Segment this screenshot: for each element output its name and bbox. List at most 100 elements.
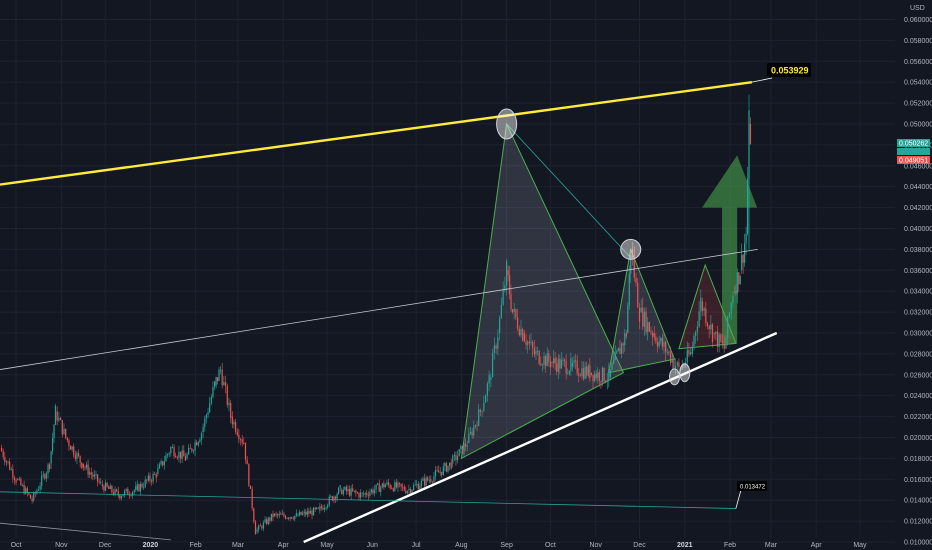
upper-callout[interactable]: 0.053929 <box>767 63 811 77</box>
candle-body <box>300 511 302 515</box>
candle-body <box>341 489 343 495</box>
candle-body <box>455 454 457 461</box>
candlestick-series <box>1 94 752 535</box>
candle-body <box>348 489 351 496</box>
candle-body <box>469 431 472 434</box>
time-tick-label: Apr <box>811 542 823 549</box>
candle-body <box>308 511 310 514</box>
candle-body <box>533 348 535 355</box>
candle-body <box>131 492 134 496</box>
trendline-thin-white[interactable] <box>0 248 758 370</box>
candle-body <box>194 442 196 451</box>
candle-body <box>389 484 391 489</box>
candle-body <box>420 480 423 487</box>
price-tick-label: 0.020000 <box>904 435 932 442</box>
candle-body <box>592 374 594 381</box>
candle-body <box>139 483 142 492</box>
time-tick-label: Aug <box>455 542 468 549</box>
candle-body <box>630 255 632 274</box>
upper-callout-label: 0.053929 <box>771 66 809 76</box>
lower-callout[interactable]: 0.013472 <box>737 481 767 491</box>
candle-body <box>425 477 427 486</box>
candle-body <box>582 368 585 379</box>
candle-body <box>546 353 548 367</box>
candle-body <box>68 440 70 447</box>
candle-body <box>124 490 126 496</box>
candle-body <box>323 507 326 510</box>
candle-body <box>703 308 705 311</box>
candle-body <box>18 478 20 480</box>
candle-body <box>103 486 105 491</box>
candle-body <box>413 485 415 490</box>
candle-body <box>23 485 25 494</box>
candle-body <box>518 328 520 336</box>
candle-body <box>438 470 440 473</box>
trendline-yellow[interactable] <box>0 80 753 186</box>
candle-body <box>605 380 607 382</box>
candle-body <box>150 480 153 482</box>
candle-body <box>272 513 274 518</box>
candle-body <box>12 469 14 478</box>
candle-body <box>671 359 673 363</box>
price-tick-label: 0.032000 <box>904 310 932 317</box>
candle-body <box>334 496 337 499</box>
candle-body <box>458 449 460 457</box>
candle-body <box>303 511 305 514</box>
price-tick-label: 0.052000 <box>904 101 932 108</box>
candle-body <box>183 450 185 457</box>
price-tick-label: 0.014000 <box>904 498 932 505</box>
candle-body <box>176 457 178 459</box>
candle-body <box>445 463 448 472</box>
time-axis[interactable]: Oct Nov Dec 2020 Feb Mar Apr May Jun Jul Aug Sep Oct… <box>11 542 867 549</box>
price-tick-label: 0.010000 <box>904 540 932 547</box>
candle-body <box>233 421 235 425</box>
candle-body <box>20 478 22 486</box>
candle-body <box>350 488 352 496</box>
price-tick-label: 0.016000 <box>904 477 932 484</box>
candle-body <box>31 498 33 501</box>
candle-body <box>579 375 581 377</box>
candle-body <box>474 424 477 427</box>
candle-body <box>15 480 17 483</box>
candle-body <box>523 332 525 342</box>
candle-body <box>277 514 279 516</box>
candle-body <box>101 484 103 487</box>
candle-body <box>705 308 707 324</box>
candle-body <box>490 377 492 381</box>
candle-body <box>693 335 695 347</box>
trendline-white[interactable] <box>303 331 778 544</box>
candle-body <box>364 492 366 495</box>
candle-body <box>363 494 365 496</box>
candle-body <box>427 477 429 481</box>
candle-body <box>184 456 187 461</box>
candle-body <box>258 525 260 530</box>
price-axis[interactable]: USD 0.060000 0.058000 0.056000 0.054000 0.05… <box>904 5 932 547</box>
candle-body <box>4 457 6 463</box>
trendline-thin-gray[interactable] <box>0 522 171 541</box>
candle-body <box>7 461 9 463</box>
time-tick-label: 2020 <box>143 542 159 549</box>
candle-body <box>663 341 665 347</box>
candle-body <box>238 434 240 440</box>
trendline-teal-horizontal[interactable] <box>0 491 736 509</box>
candle-body <box>507 270 509 275</box>
candle-body <box>597 372 599 379</box>
candle-body <box>106 482 108 487</box>
candle-body <box>152 473 154 482</box>
candle-body <box>146 479 148 481</box>
candle-body <box>403 486 405 491</box>
time-tick-label: Mar <box>765 542 778 549</box>
candle-body <box>655 336 657 343</box>
candle-body <box>465 443 467 447</box>
triangle-pattern-1 <box>460 122 625 460</box>
candle-body <box>228 402 230 405</box>
candle-body <box>562 359 564 361</box>
candle-body <box>395 482 397 488</box>
candle-body <box>538 350 540 364</box>
candle-body <box>725 338 727 349</box>
candle-body <box>730 302 732 314</box>
price-tick-label: 0.012000 <box>904 519 932 526</box>
candle-body <box>305 511 307 515</box>
candle-body <box>603 367 605 381</box>
